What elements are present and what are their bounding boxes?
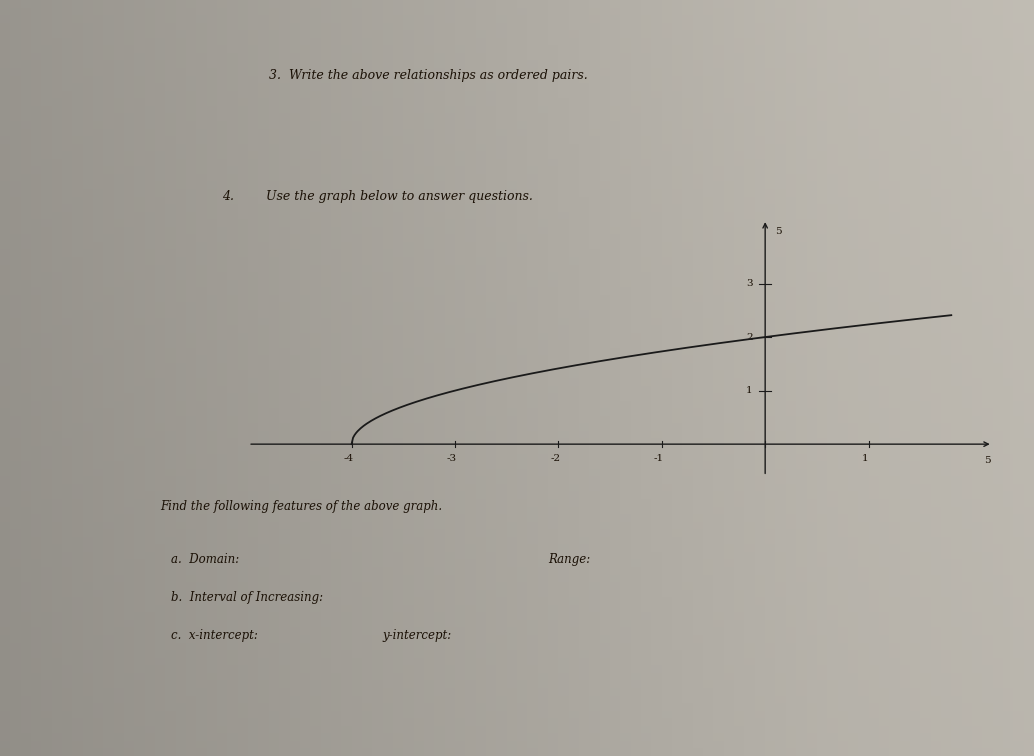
- Text: c.  x-intercept:: c. x-intercept:: [171, 629, 257, 642]
- Text: 3.  Write the above relationships as ordered pairs.: 3. Write the above relationships as orde…: [269, 70, 587, 82]
- Text: -1: -1: [653, 454, 664, 463]
- Text: -4: -4: [343, 454, 354, 463]
- Text: 4.        Use the graph below to answer questions.: 4. Use the graph below to answer questio…: [222, 191, 534, 203]
- Text: 1: 1: [862, 454, 869, 463]
- Text: Find the following features of the above graph.: Find the following features of the above…: [160, 500, 443, 513]
- Text: a.  Domain:: a. Domain:: [171, 553, 239, 566]
- Text: 3: 3: [747, 279, 753, 288]
- Text: 5: 5: [776, 228, 782, 237]
- Text: -3: -3: [447, 454, 457, 463]
- Text: 5: 5: [984, 456, 991, 465]
- Text: y-intercept:: y-intercept:: [383, 629, 452, 642]
- Text: 1: 1: [747, 386, 753, 395]
- Text: Range:: Range:: [548, 553, 590, 566]
- Text: -2: -2: [550, 454, 560, 463]
- Text: b.  Interval of Increasing:: b. Interval of Increasing:: [171, 591, 323, 604]
- Text: 2: 2: [747, 333, 753, 342]
